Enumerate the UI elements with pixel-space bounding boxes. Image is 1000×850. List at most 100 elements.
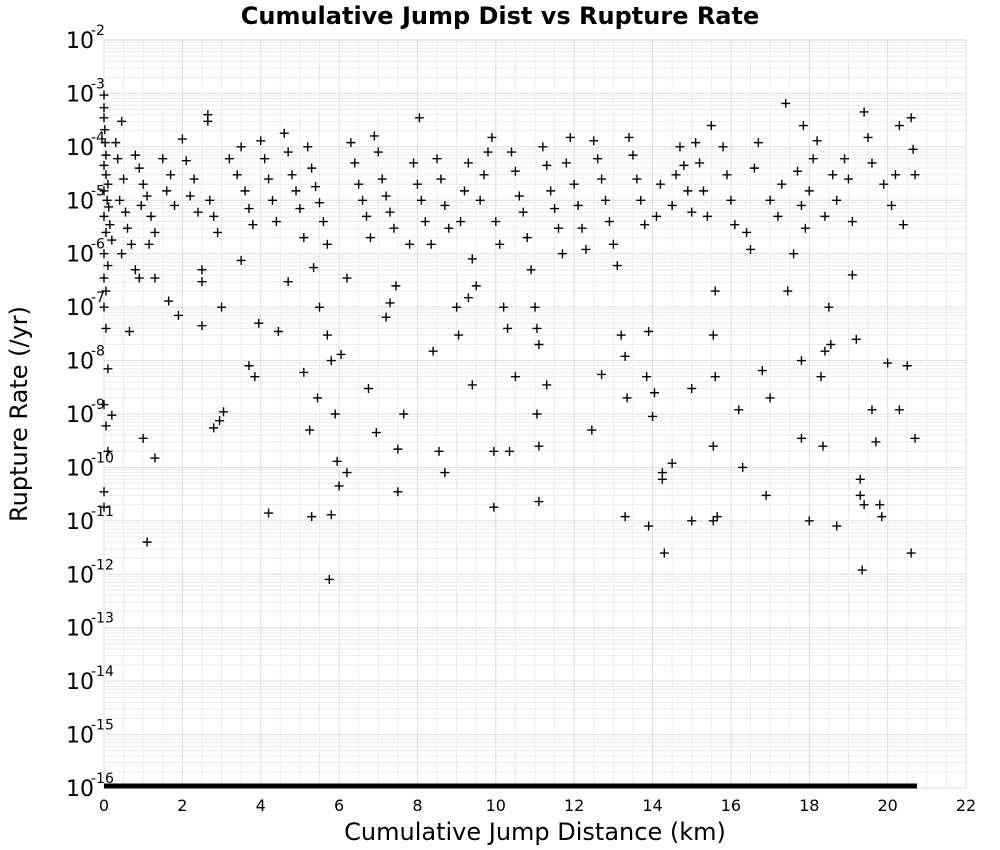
data-point (910, 170, 920, 180)
data-point (702, 211, 712, 221)
y-tick-exponent: -13 (91, 611, 114, 627)
data-point (765, 195, 775, 205)
data-point (279, 128, 289, 138)
x-tick-label: 18 (799, 796, 819, 815)
data-point (593, 154, 603, 164)
data-point (130, 265, 140, 275)
data-point (532, 409, 542, 419)
y-tick-label: 10-14 (66, 664, 114, 695)
data-point (695, 158, 705, 168)
data-point (718, 142, 728, 152)
data-point (283, 277, 293, 287)
data-point (326, 356, 336, 366)
y-axis-ticks: 10-210-310-410-510-610-710-810-910-1010-… (66, 23, 114, 802)
data-point (307, 512, 317, 522)
data-point (561, 158, 571, 168)
data-point (667, 200, 677, 210)
data-point (414, 113, 424, 123)
data-point (679, 160, 689, 170)
data-point (99, 90, 109, 100)
data-point (871, 437, 881, 447)
data-point (111, 138, 121, 148)
data-point (683, 186, 693, 196)
data-point (840, 154, 850, 164)
data-point (219, 407, 229, 417)
data-point (334, 481, 344, 491)
data-point (577, 223, 587, 233)
data-point (894, 121, 904, 131)
y-tick-label: 10-2 (66, 23, 105, 54)
data-point (426, 239, 436, 249)
y-tick-label: 10-13 (66, 611, 114, 642)
x-axis-label: Cumulative Jump Distance (km) (344, 818, 726, 846)
data-point (107, 235, 117, 245)
data-point (463, 293, 473, 303)
data-point (100, 125, 110, 135)
data-point (170, 200, 180, 210)
data-point (330, 409, 340, 419)
data-point (432, 154, 442, 164)
data-point (393, 444, 403, 454)
data-point (644, 521, 654, 531)
data-point (722, 170, 732, 180)
data-point (342, 273, 352, 283)
data-point (117, 249, 127, 259)
data-point (569, 179, 579, 189)
y-tick-base: 10 (66, 82, 94, 107)
x-tick-label: 8 (412, 796, 422, 815)
data-point (628, 150, 638, 160)
data-point (217, 302, 227, 312)
data-point (503, 323, 513, 333)
data-point (796, 356, 806, 366)
data-point (843, 174, 853, 184)
y-tick-label: 10-5 (66, 183, 105, 214)
data-point (315, 198, 324, 208)
data-point (471, 281, 481, 291)
data-point (454, 330, 464, 340)
data-point (459, 186, 469, 196)
data-point (391, 281, 401, 291)
data-point (557, 249, 567, 259)
y-tick-base: 10 (66, 403, 94, 428)
data-point (783, 286, 793, 296)
data-point (818, 441, 828, 451)
x-tick-label: 0 (99, 796, 109, 815)
data-point (142, 537, 152, 547)
data-point (655, 179, 665, 189)
data-point (887, 200, 897, 210)
data-point (299, 233, 309, 243)
data-point (859, 107, 869, 117)
data-point (250, 372, 260, 382)
data-point (463, 158, 473, 168)
data-point (99, 302, 109, 312)
data-point (671, 170, 681, 180)
data-point (144, 239, 154, 249)
data-point (867, 405, 877, 415)
data-point (267, 195, 277, 205)
data-point (416, 195, 426, 205)
data-point (546, 186, 556, 196)
data-point (804, 186, 814, 196)
data-point (879, 179, 889, 189)
data-point (620, 512, 630, 522)
chart-title: Cumulative Jump Dist vs Rupture Rate (241, 2, 760, 30)
data-point (420, 217, 430, 227)
data-point (773, 211, 783, 221)
data-point (796, 433, 806, 443)
data-point (213, 227, 223, 237)
data-point (224, 154, 234, 164)
data-point (99, 502, 109, 512)
data-point (855, 490, 865, 500)
data-point (103, 261, 113, 271)
y-tick-exponent: -7 (91, 290, 105, 306)
data-point (828, 170, 838, 180)
data-point (812, 136, 822, 146)
data-point (659, 548, 669, 558)
data-point (101, 286, 111, 296)
data-point (326, 510, 336, 520)
data-point (620, 351, 630, 361)
data-point (177, 134, 187, 144)
y-tick-exponent: -12 (91, 557, 114, 573)
data-point (126, 239, 136, 249)
data-point (185, 191, 195, 201)
